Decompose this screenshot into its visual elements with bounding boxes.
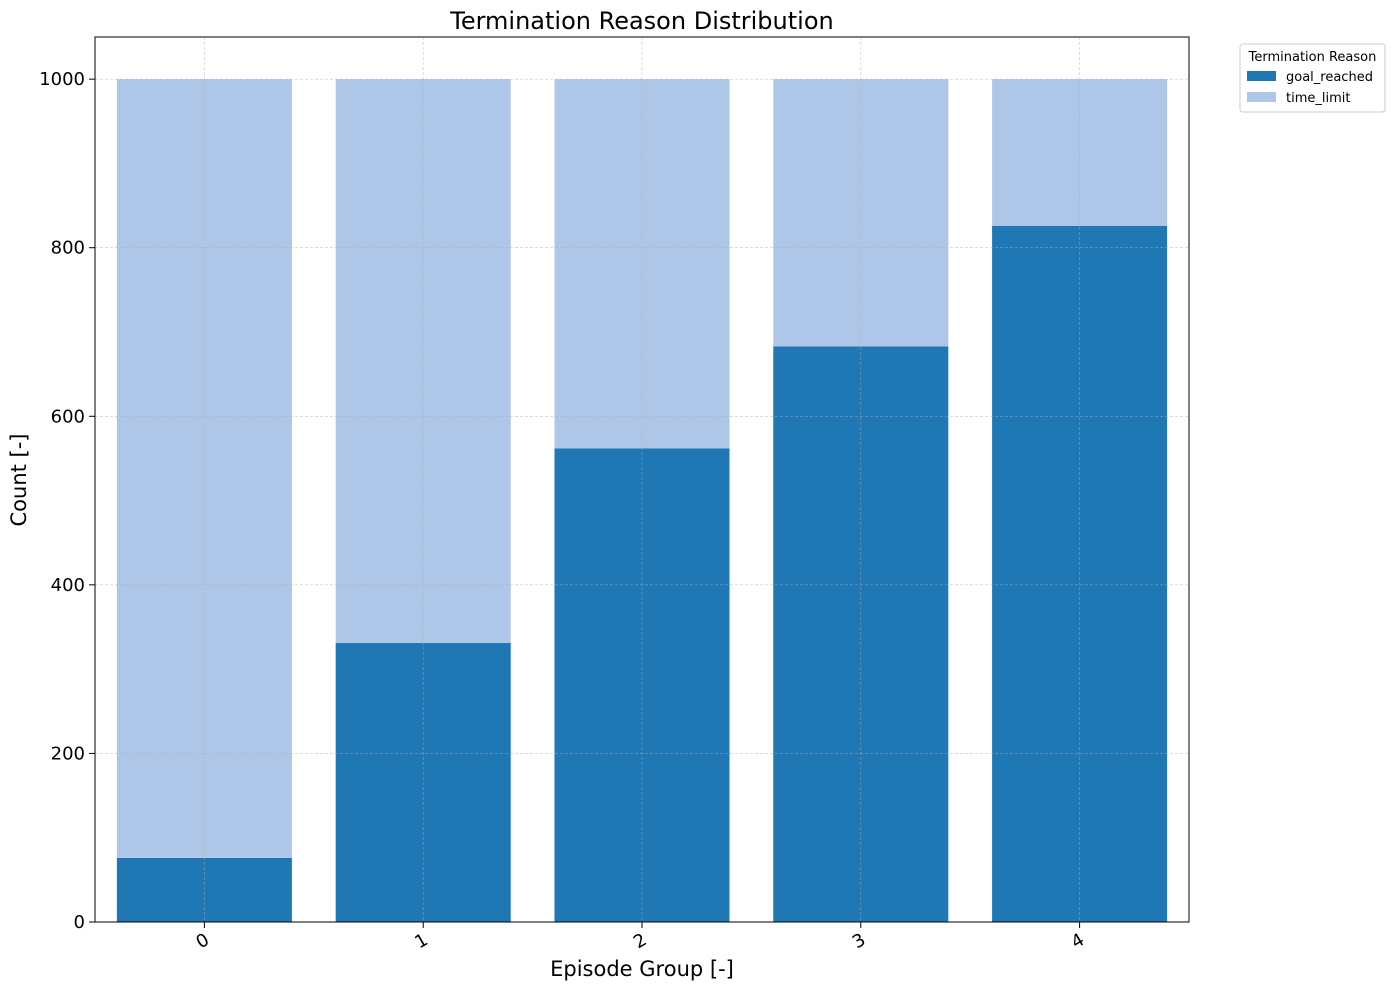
x-tick-label: 2 xyxy=(630,929,650,953)
y-tick-label: 1000 xyxy=(39,69,85,90)
x-tick-label: 4 xyxy=(1068,929,1088,953)
x-tick-label: 0 xyxy=(192,929,212,953)
x-axis: 0 1 2 3 4 xyxy=(192,922,1088,953)
legend-swatch-goal_reached xyxy=(1247,71,1276,81)
y-axis-label: Count [-] xyxy=(7,433,31,526)
bars xyxy=(95,37,1189,923)
legend-label-time_limit: time_limit xyxy=(1286,91,1350,106)
y-tick-label: 800 xyxy=(51,238,85,259)
y-tick-label: 600 xyxy=(51,406,85,427)
legend-box xyxy=(1239,43,1386,113)
x-axis-label: Episode Group [-] xyxy=(550,957,734,981)
y-tick-label: 0 xyxy=(74,912,85,933)
legend-swatch-time_limit xyxy=(1247,92,1276,102)
y-tick-label: 400 xyxy=(51,575,85,596)
x-tick-label: 3 xyxy=(849,929,869,953)
y-tick-label: 200 xyxy=(51,743,85,764)
legend-label-goal_reached: goal_reached xyxy=(1286,70,1373,85)
legend: Termination Reason goal_reached time_limit xyxy=(1239,43,1386,113)
chart-title: Termination Reason Distribution xyxy=(449,7,833,35)
y-axis: 0 200 400 600 800 1000 xyxy=(39,69,95,933)
x-tick-label: 1 xyxy=(411,929,431,953)
legend-title: Termination Reason xyxy=(1248,50,1377,65)
